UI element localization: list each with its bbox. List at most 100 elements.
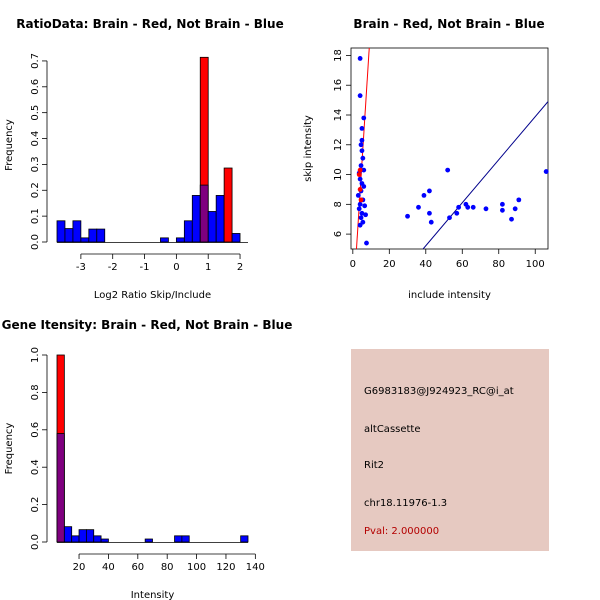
ratio-bar-brain (223, 167, 233, 243)
ratio-y-tick-label: 0.3 (30, 156, 41, 172)
ratio-x-tick-label: -1 (140, 262, 150, 273)
gene-y-tick-label: 0.4 (30, 459, 41, 475)
ratio-bar-notbrain (160, 237, 169, 243)
ratio-bar-notbrain (64, 228, 74, 243)
intensity-point-notbrain (483, 206, 489, 212)
intensity-point-notbrain (357, 201, 363, 207)
intensity-point-notbrain (360, 155, 366, 161)
p-value: Pval: 2.000000 (364, 526, 440, 537)
gene-y-tick-label: 1.0 (30, 347, 41, 363)
intensity-y-tick-label: 16 (333, 79, 344, 92)
ratio-y-tick-label: 0.1 (30, 208, 41, 224)
ratio-y-tick-label: 0.5 (30, 105, 41, 121)
ratio-bar-notbrain (56, 220, 66, 243)
intensity-point-notbrain (428, 219, 434, 225)
ratio-bar-notbrain (175, 237, 185, 243)
intensity-point-notbrain (416, 204, 421, 210)
ratio-x-tick-label: 1 (205, 262, 211, 273)
info-panel: G6983183@J924923_RC@i_at altCassette Rit… (351, 349, 549, 551)
gene-y-tick-label: 0.2 (30, 497, 41, 513)
intensity-point-notbrain (358, 142, 364, 148)
ratio-title: RatioData: Brain - Red, Not Brain - Blue (16, 17, 283, 31)
intensity-y-tick-label: 12 (333, 138, 344, 151)
intensity-x-tick-label: 60 (456, 259, 469, 270)
ratio-ylabel: Frequency (4, 119, 15, 171)
ratio-y-tick-label: 0.0 (30, 234, 41, 250)
intensity-title: Brain - Red, Not Brain - Blue (353, 17, 544, 31)
intensity-point-notbrain (359, 125, 365, 131)
intensity-plot-frame (350, 47, 549, 250)
intensity-point-notbrain (358, 163, 364, 169)
intensity-point-notbrain (447, 215, 452, 221)
intensity-x-tick-label: 100 (526, 259, 545, 270)
intensity-fit-line (422, 101, 548, 249)
intensity-point-brain (357, 187, 363, 192)
intensity-point-notbrain (499, 207, 505, 213)
ratio-bar-notbrain (191, 195, 201, 243)
intensity-point-notbrain (357, 222, 363, 228)
ratio-bar-notbrain (72, 220, 82, 243)
gene-bar-notbrain (144, 538, 153, 543)
gene-bar-notbrain (85, 529, 95, 543)
gene-title: Gene Itensity: Brain - Red, Not Brain - … (2, 318, 293, 332)
gene-y-tick-label: 0.0 (30, 534, 41, 550)
intensity-point-notbrain (421, 193, 427, 198)
intensity-y-tick-label: 8 (333, 201, 344, 207)
intensity-point-notbrain (359, 148, 365, 154)
intensity-point-notbrain (516, 197, 522, 203)
intensity-point-notbrain (362, 203, 368, 209)
gene-bar-notbrain (78, 529, 87, 543)
ratio-bar-notbrain (183, 220, 193, 243)
intensity-point-notbrain (361, 167, 367, 173)
intensity-point-notbrain (356, 206, 362, 212)
ratio-bar-notbrain (215, 195, 225, 243)
event-type: altCassette (364, 424, 421, 435)
intensity-point-notbrain (543, 169, 549, 174)
intensity-x-tick-label: 0 (350, 259, 356, 270)
intensity-x-tick-label: 80 (492, 259, 505, 270)
ratio-bar-overlap (199, 184, 209, 243)
gene-x-tick-label: 20 (73, 562, 86, 573)
intensity-point-notbrain (359, 137, 365, 143)
ratio-y-tick-label: 0.7 (30, 53, 41, 69)
gene-bar-overlap (56, 433, 65, 543)
probe-id: G6983183@J924923_RC@i_at (364, 386, 514, 397)
intensity-point-notbrain (499, 201, 505, 207)
intensity-point-notbrain (470, 204, 476, 210)
intensity-point-notbrain (454, 210, 460, 216)
intensity-point-notbrain (358, 215, 364, 221)
intensity-y-tick-label: 14 (333, 109, 344, 122)
ratio-bar-notbrain (207, 211, 217, 243)
ratio-y-tick-label: 0.6 (30, 79, 41, 95)
intensity-point-brain (358, 197, 364, 203)
ratio-bar-notbrain (231, 233, 241, 243)
intensity-point-notbrain (427, 210, 432, 216)
intensity-point-notbrain (357, 56, 363, 61)
gene-x-tick-label: 60 (131, 562, 144, 573)
intensity-xlabel: include intensity (408, 290, 491, 301)
intensity-y-tick-label: 6 (333, 231, 344, 237)
intensity-point-notbrain (361, 184, 367, 189)
intensity-x-tick-label: 20 (383, 259, 396, 270)
intensity-point-notbrain (355, 193, 361, 198)
intensity-fit-line (355, 48, 370, 249)
gene-bar-notbrain (240, 535, 249, 543)
ratio-x-tick-label: -2 (108, 262, 118, 273)
intensity-point-notbrain (512, 206, 518, 212)
locus: chr18.11976-1.3 (364, 498, 448, 509)
gene-y-tick-label: 0.6 (30, 422, 41, 438)
intensity-ylabel: skip intensity (303, 115, 314, 182)
gene-x-tick-label: 120 (216, 562, 235, 573)
intensity-point-notbrain (427, 188, 432, 194)
gene-x-tick-label: 100 (187, 562, 206, 573)
gene-x-tick-label: 80 (161, 562, 174, 573)
intensity-x-tick-label: 40 (419, 259, 432, 270)
intensity-point-notbrain (361, 115, 367, 121)
gene-x-tick-label: 40 (102, 562, 115, 573)
intensity-point-notbrain (357, 93, 363, 99)
intensity-point-brain (357, 167, 363, 173)
gene-bar-notbrain (71, 535, 80, 543)
ratio-bar-notbrain (88, 228, 98, 243)
intensity-point-notbrain (364, 240, 369, 246)
